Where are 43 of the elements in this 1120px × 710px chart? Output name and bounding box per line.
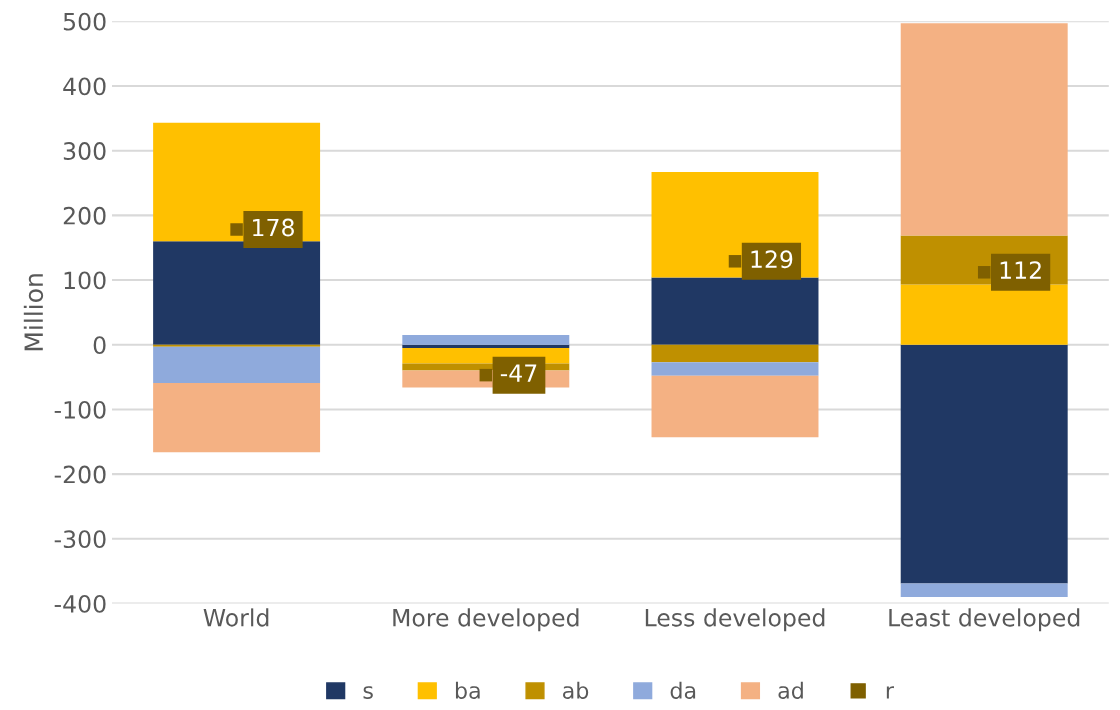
data-label: 129 xyxy=(751,250,793,269)
x-tick-label: Least developed xyxy=(889,608,1080,632)
bar xyxy=(651,375,819,438)
y-tick-label: 100 xyxy=(64,271,106,290)
y-axis-title: Million xyxy=(23,274,44,351)
bar xyxy=(900,344,1068,584)
point xyxy=(728,255,742,268)
y-tick-label: -400 xyxy=(54,594,106,613)
y-tick-label: -300 xyxy=(54,530,106,549)
bar xyxy=(900,284,1068,345)
bar xyxy=(153,346,321,383)
y-tick-label: -100 xyxy=(54,400,106,419)
legend-label: ba xyxy=(455,681,480,699)
legend-label: r xyxy=(886,686,894,699)
bar xyxy=(900,23,1068,236)
bar xyxy=(402,335,570,345)
y-tick-label: 400 xyxy=(63,77,106,96)
legend-label: ad xyxy=(778,681,803,699)
bar xyxy=(153,122,321,242)
y-tick-label: 0 xyxy=(93,336,106,355)
y-tick-label: 300 xyxy=(63,142,106,160)
x-tick-label: More developed xyxy=(393,608,579,632)
bar xyxy=(900,583,1068,598)
y-tick-label: -200 xyxy=(54,465,106,484)
point xyxy=(977,266,991,279)
data-label: -47 xyxy=(500,364,537,382)
data-label: 178 xyxy=(253,218,294,237)
point xyxy=(479,368,493,382)
bar xyxy=(651,277,819,345)
y-tick-label: 200 xyxy=(63,206,106,225)
bar xyxy=(153,241,321,345)
legend-label: da xyxy=(670,681,696,699)
bar xyxy=(651,344,819,363)
point xyxy=(230,223,243,236)
data-label: 112 xyxy=(1000,261,1041,279)
bar xyxy=(153,382,321,453)
x-tick-label: Less developed xyxy=(645,608,825,632)
bar xyxy=(402,344,570,348)
x-tick-label: World xyxy=(203,608,269,627)
y-tick-label: 500 xyxy=(63,12,106,31)
bar xyxy=(651,362,819,376)
legend-label: s xyxy=(363,686,373,699)
legend-label: ab xyxy=(563,681,589,699)
